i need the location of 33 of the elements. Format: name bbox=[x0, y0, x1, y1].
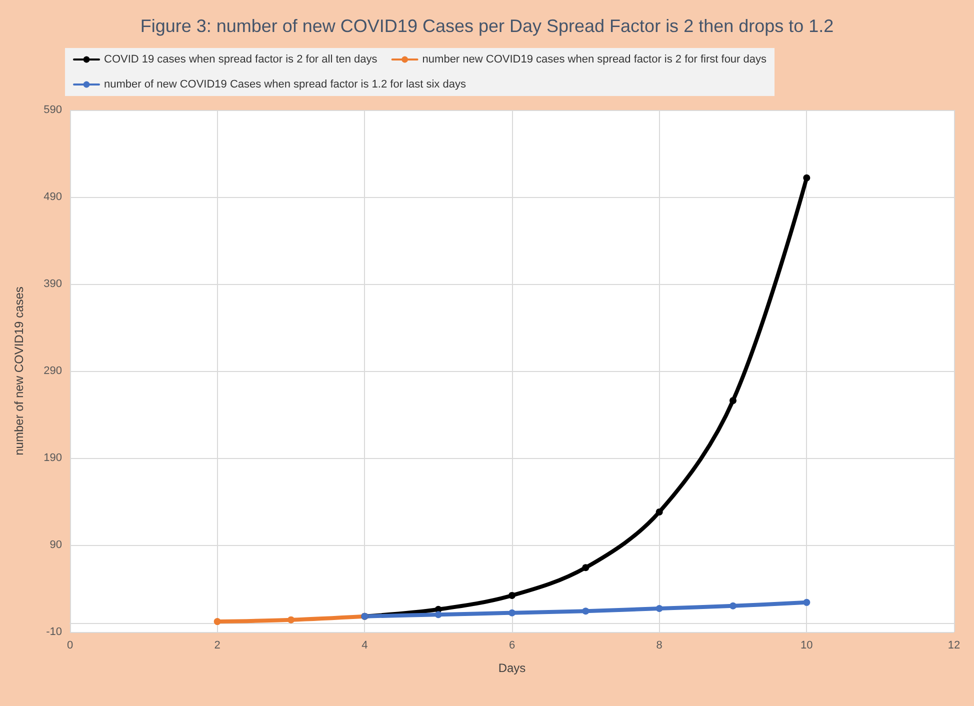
x-tick-label: 4 bbox=[362, 640, 368, 652]
y-tick-label: 90 bbox=[50, 539, 62, 551]
point bbox=[288, 616, 294, 624]
x-axis-title: Days bbox=[498, 661, 526, 675]
legend-label: COVID 19 cases when spread factor is 2 for all ten days bbox=[104, 54, 378, 66]
point bbox=[803, 174, 810, 182]
y-tick-label: 490 bbox=[44, 191, 62, 203]
x-tick-label: 10 bbox=[800, 640, 813, 652]
point bbox=[582, 608, 590, 615]
point bbox=[214, 618, 221, 626]
legend-label: number of new COVID19 Cases when spread factor is 1.2 for last six days bbox=[104, 78, 466, 90]
x-tick-label: 12 bbox=[948, 640, 960, 652]
point bbox=[582, 564, 590, 572]
y-tick-label: 290 bbox=[44, 365, 62, 377]
legend-label: number new COVID19 cases when spread factor is 2 for first four days bbox=[422, 54, 768, 66]
point bbox=[508, 609, 516, 616]
point bbox=[730, 397, 736, 404]
x-tick-label: 8 bbox=[656, 640, 662, 652]
point bbox=[434, 611, 442, 618]
y-tick-label: -10 bbox=[46, 626, 62, 638]
y-tick-label: 390 bbox=[44, 278, 62, 290]
point bbox=[656, 508, 663, 516]
point bbox=[730, 602, 736, 610]
x-tick-label: 0 bbox=[66, 640, 74, 652]
chart-title: Figure 3: number of new COVID19 Cases per Day Spread Factor is 2 then drops to 1.2 bbox=[140, 16, 834, 36]
x-tick-label: 2 bbox=[214, 640, 220, 652]
y-tick-label: 190 bbox=[44, 452, 62, 464]
point bbox=[656, 605, 663, 612]
x-tick-label: 6 bbox=[508, 640, 516, 652]
y-tick-label: 590 bbox=[44, 104, 62, 116]
point bbox=[803, 598, 810, 606]
y-axis-title: number of new COVID19 cases bbox=[12, 286, 26, 456]
point bbox=[508, 592, 516, 599]
